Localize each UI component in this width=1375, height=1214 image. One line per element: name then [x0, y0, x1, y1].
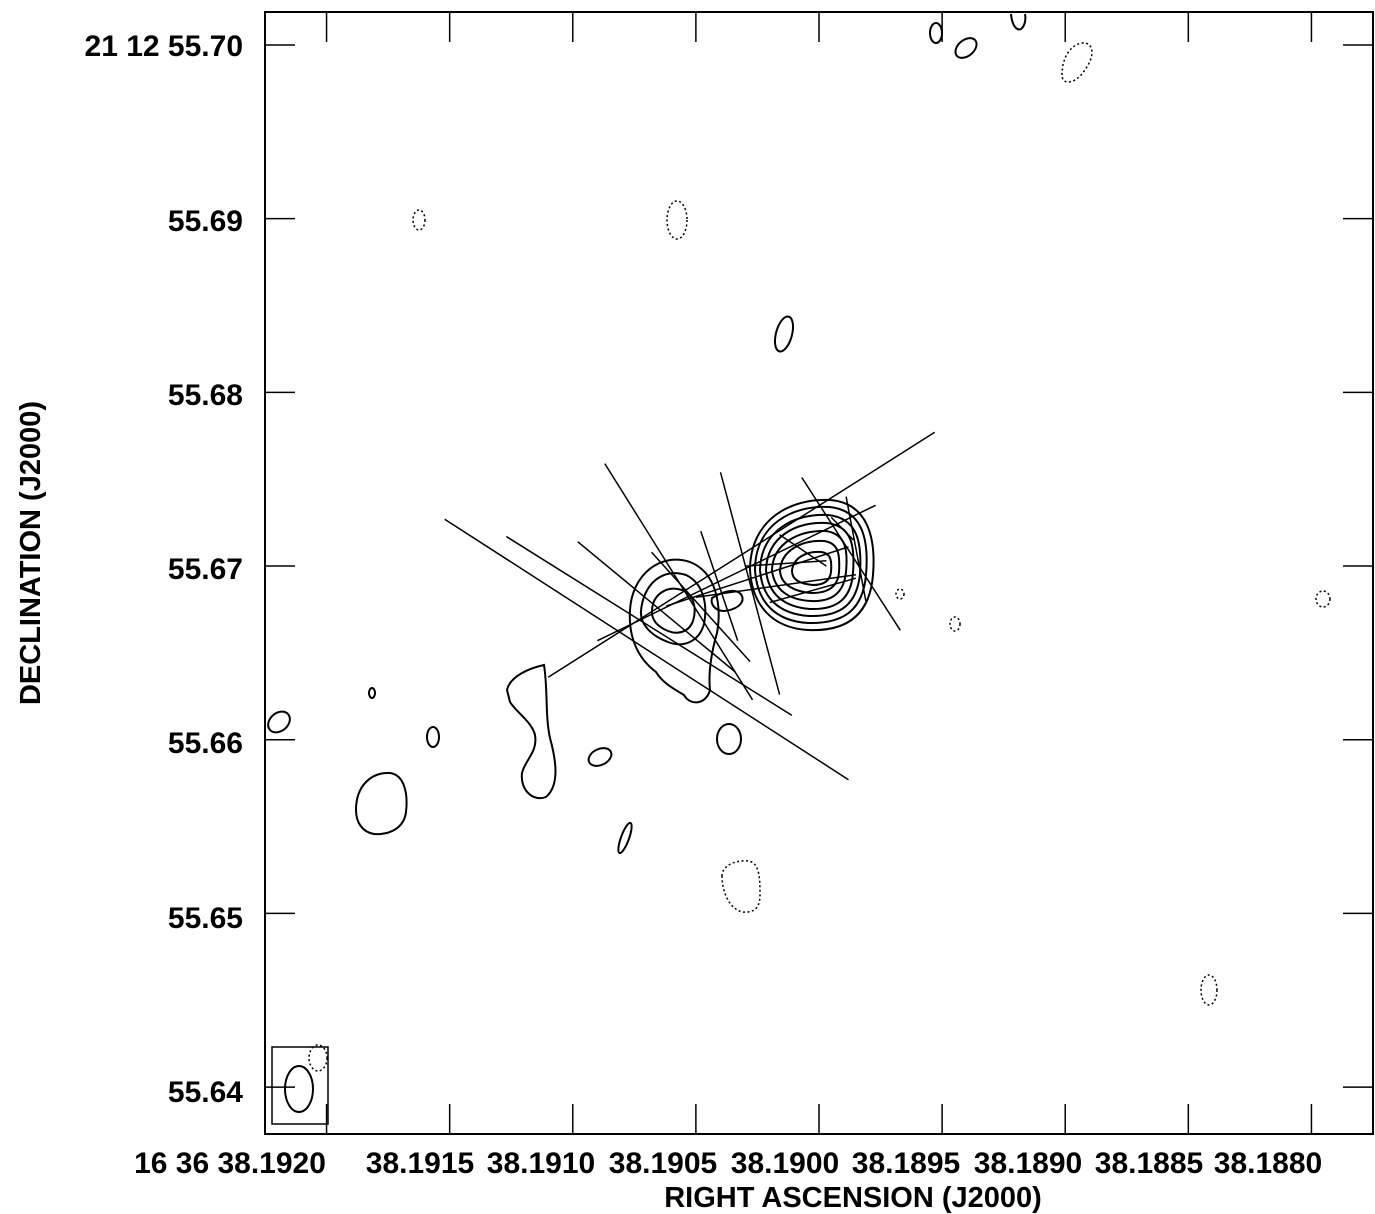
main-component-contour — [748, 498, 875, 632]
negative-contour — [412, 209, 426, 231]
polarization-vector — [700, 531, 739, 641]
x-tick-label: 38.1895 — [852, 1147, 960, 1180]
negative-contour — [1061, 42, 1093, 83]
x-tick-label: 38.1890 — [974, 1147, 1082, 1180]
main-component-contour — [778, 539, 841, 595]
positive-contour-island — [368, 687, 376, 699]
negative-contour — [895, 588, 905, 600]
positive-contour-island — [354, 771, 408, 836]
positive-contour-island — [267, 710, 291, 734]
polarization-vector — [666, 546, 849, 607]
positive-contour-island — [929, 22, 943, 44]
polarization-vector — [695, 573, 857, 599]
main-component-contour — [790, 550, 833, 587]
y-tick-labels: 21 12 55.70 55.69 55.68 55.67 55.66 55.6… — [85, 30, 244, 1109]
negative-contours — [308, 42, 1331, 1072]
y-tick-label: 55.67 — [168, 553, 243, 586]
polarization-vector — [745, 560, 827, 567]
axis-ticks — [265, 12, 1373, 1134]
main-component-contour — [770, 529, 848, 603]
y-tick-label: 55.69 — [168, 205, 243, 238]
x-axis-title: RIGHT ASCENSION (J2000) — [664, 1182, 1042, 1214]
positive-contours — [267, 13, 1027, 855]
y-axis-title: DECLINATION (J2000) — [15, 401, 47, 705]
beam-ellipse — [284, 1065, 314, 1113]
polarization-vector — [719, 472, 781, 695]
x-tick-label: 38.1900 — [731, 1147, 839, 1180]
bridge-contour — [710, 590, 744, 613]
positive-contour-island — [1010, 13, 1027, 31]
x-tick-label: 38.1905 — [609, 1147, 717, 1180]
secondary-component-contour — [639, 572, 707, 646]
secondary-component-contour — [628, 558, 720, 704]
positive-contour-island — [426, 726, 440, 748]
x-tick-label: 38.1880 — [1214, 1147, 1322, 1180]
polarization-vector — [845, 496, 867, 601]
polarization-vector — [444, 518, 849, 781]
x-tick-labels: 16 36 38.1920 38.1915 38.1910 38.1905 38… — [134, 1147, 1322, 1180]
positive-contour-island — [617, 821, 633, 855]
plot-frame — [264, 11, 1374, 1135]
y-tick-label: 55.65 — [168, 902, 243, 935]
polarization-vector — [597, 504, 876, 642]
positive-contour-island — [716, 723, 742, 755]
extended-emission-contour — [505, 663, 557, 800]
secondary-component-contour — [650, 587, 696, 634]
beam-indicator — [271, 1046, 329, 1125]
x-tick-label: 16 36 38.1920 — [134, 1147, 326, 1180]
main-component-contour — [764, 521, 855, 611]
polarization-vectors — [444, 431, 936, 781]
y-tick-label: 55.66 — [168, 727, 243, 760]
beam-box — [271, 1046, 329, 1125]
polarization-vector — [830, 516, 855, 541]
negative-contour — [666, 200, 688, 240]
negative-contour — [1315, 590, 1331, 608]
y-tick-label: 21 12 55.70 — [85, 30, 243, 63]
polarization-vector — [505, 535, 793, 717]
negative-contour — [1200, 974, 1218, 1006]
polarization-vector — [651, 551, 751, 663]
polarization-vector — [577, 541, 736, 673]
polarization-vector — [801, 477, 901, 631]
x-tick-label: 38.1885 — [1095, 1147, 1203, 1180]
polarization-vector — [769, 577, 857, 604]
positive-contour-island — [587, 747, 613, 767]
positive-contour-island — [954, 37, 978, 59]
negative-contour — [949, 616, 961, 632]
negative-contour — [308, 1044, 328, 1072]
negative-contour — [721, 860, 761, 913]
y-tick-label: 55.64 — [168, 1076, 243, 1109]
x-tick-label: 38.1915 — [366, 1147, 474, 1180]
y-tick-label: 55.68 — [168, 379, 243, 412]
positive-contour-island — [773, 315, 795, 353]
x-tick-label: 38.1910 — [487, 1147, 595, 1180]
main-component-contour — [753, 505, 868, 625]
polarization-vector — [547, 431, 936, 678]
